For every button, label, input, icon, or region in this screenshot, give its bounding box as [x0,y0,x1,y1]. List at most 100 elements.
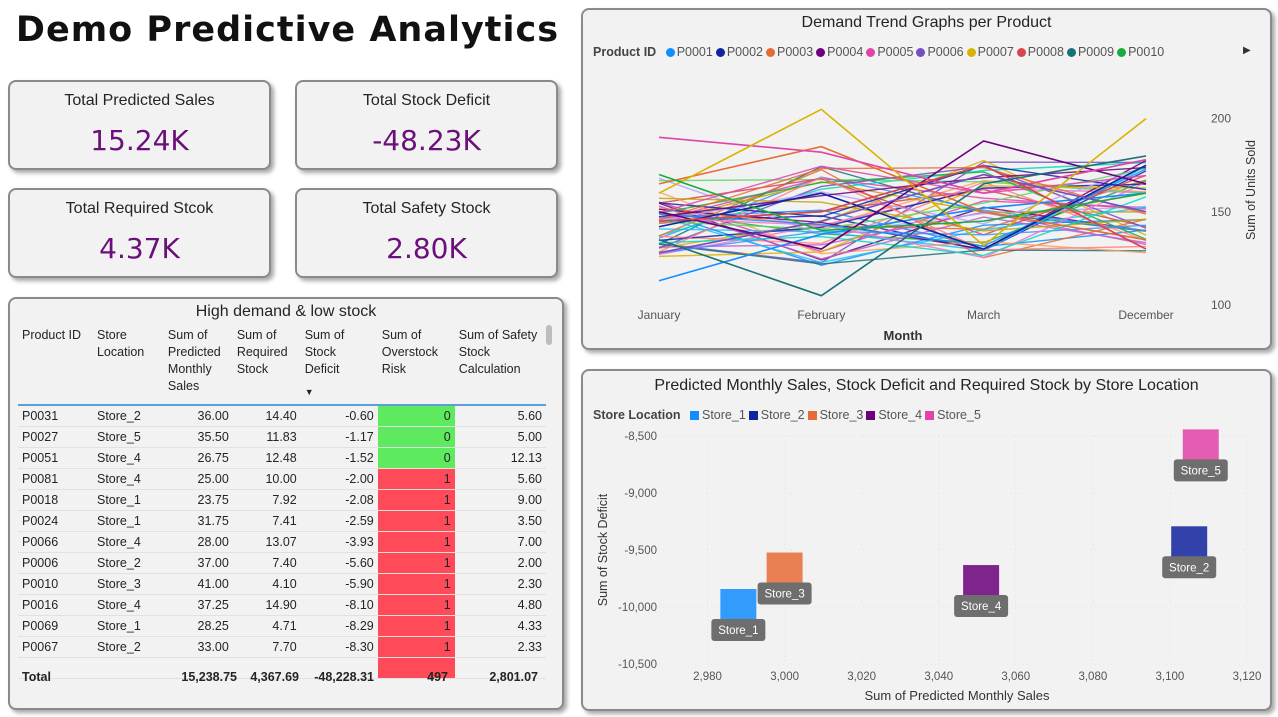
col-header-overstock-risk[interactable]: Sum of Overstock Risk [377,325,455,406]
table-cell: 28.00 [163,531,233,553]
x-tick-label: 3,120 [1233,671,1262,683]
table-row[interactable]: P0051 Store_4 26.75 12.48 -1.52 0 12.13 [18,447,546,469]
legend-next-arrow[interactable]: ▶ [1243,45,1251,56]
table-cell: -0.60 [300,405,378,427]
table-cell: P0067 [18,636,93,658]
line-chart-legend[interactable]: Product ID P0001 P0002 P0003 P0004 P0005 P000… [593,45,1167,59]
table-row[interactable]: P0024 Store_1 31.75 7.41 -2.59 1 3.50 [18,510,546,532]
trend-line-P0006[interactable] [658,173,1147,254]
legend-swatch-icon [916,48,926,58]
legend-item[interactable]: Store_4 [866,408,922,422]
legend-item[interactable]: P0003 [766,45,813,59]
legend-swatch-icon [966,48,976,58]
line-chart-panel-demand-trend[interactable]: Demand Trend Graphs per Product Product … [581,8,1272,350]
table-cell: -1.17 [300,426,378,448]
table-cell: Store_4 [92,468,164,490]
legend-item[interactable]: P0006 [916,45,964,59]
trend-line-P0009[interactable] [658,155,1147,297]
legend-swatch-icon [1117,48,1127,58]
kpi-value: 15.24K [90,124,189,157]
trend-line-extra [658,167,1147,230]
table-cell: 12.13 [454,447,546,469]
table-cell: 4.80 [454,594,546,616]
table-cell: -3.93 [300,531,378,553]
col-header-safety-stock[interactable]: Sum of Safety Stock Calculation [454,325,546,406]
trend-line-P0007[interactable] [658,108,1147,247]
table-cell: Store_5 [92,426,164,448]
table-row[interactable]: P0067 Store_2 33.00 7.70 -8.30 1 2.33 [18,636,546,658]
legend-item[interactable]: P0007 [966,45,1014,59]
table-cell: 33.00 [163,636,233,658]
legend-item[interactable]: P0005 [866,45,913,59]
scatter-marker-store-5[interactable] [1182,429,1219,466]
table-row[interactable]: P0016 Store_4 37.25 14.90 -8.10 1 4.80 [18,594,546,616]
data-label: Store_4 [961,601,1002,613]
table-cell: P0024 [18,510,93,532]
scatter-chart-panel-store-location[interactable]: Predicted Monthly Sales, Stock Deficit a… [581,369,1272,711]
table-scrollbar[interactable] [546,325,552,345]
legend-item[interactable]: Store_2 [748,408,805,422]
table-row[interactable]: P0018 Store_1 23.75 7.92 -2.08 1 9.00 [18,489,546,511]
y-tick-label: 100 [1211,298,1231,312]
table-title: High demand & low stock [195,303,377,320]
table-row[interactable]: P0031 Store_2 36.00 14.40 -0.60 0 5.60 [18,405,546,427]
legend-swatch-icon [925,411,935,421]
kpi-card-total-predicted-sales[interactable]: Total Predicted Sales 15.24K [8,80,271,170]
table-cell: 14.40 [232,405,301,427]
col-header-store-location[interactable]: Store Location [92,325,164,406]
scatter-marker-store-2[interactable] [1171,526,1208,563]
col-header-stock-deficit[interactable]: Sum of Stock Deficit ▼ [300,325,378,406]
legend-item[interactable]: Store_1 [690,408,746,422]
table-row[interactable]: P0069 Store_1 28.25 4.71 -8.29 1 4.33 [18,615,546,637]
col-header-required-stock[interactable]: Sum of Required Stock [232,325,301,406]
table-row[interactable]: P0081 Store_4 25.00 10.00 -2.00 1 5.60 [18,468,546,490]
table-cell: 13.07 [232,531,301,553]
table-cell: 1 [377,510,455,532]
table-cell: 1 [377,615,455,637]
table-cell: P0016 [18,594,93,616]
table-cell: 7.70 [232,636,301,658]
legend-item-label: Store_4 [878,408,923,422]
legend-item-label: Store_2 [760,408,805,422]
table-cell: 0 [377,447,455,469]
scatter-chart-legend[interactable]: Store Location Store_1 Store_2 Store_3 Stor… [593,408,984,422]
legend-item[interactable]: Store_5 [925,408,981,422]
table-scroll-area[interactable]: Product ID Store Location Sum of Predict… [18,325,548,705]
kpi-card-total-required-stock[interactable]: Total Required Stcok 4.37K [8,188,271,278]
table-cell: 1 [377,552,455,574]
scatter-chart-title: Predicted Monthly Sales, Stock Deficit a… [654,377,1199,394]
col-header-product-id[interactable]: Product ID [18,325,93,406]
table-cell: -8.10 [300,594,378,616]
table-cell: 37.25 [163,594,233,616]
table-cell: -1.52 [300,447,378,469]
table-cell [454,657,546,679]
trend-line-P0004[interactable] [658,140,1147,250]
col-header-predicted-sales[interactable]: Sum of Predicted Monthly Sales [163,325,233,406]
legend-item[interactable]: P0010 [1117,45,1164,59]
legend-swatch-icon [807,411,817,421]
trend-line-P0005[interactable] [658,136,1147,195]
trend-line-P0003[interactable] [658,145,1147,241]
table-cell: 12.48 [232,447,301,469]
trend-line-extra [658,211,1147,248]
table-cell: -2.59 [300,510,378,532]
table-row[interactable]: P0006 Store_2 37.00 7.40 -5.60 1 2.00 [18,552,546,574]
legend-item[interactable]: P0009 [1066,45,1114,59]
legend-item[interactable]: P0001 [665,45,713,59]
data-label-bg [711,619,766,641]
table-row[interactable]: P0027 Store_5 35.50 11.83 -1.17 0 5.00 [18,426,546,448]
x-tick-label: 3,000 [770,671,799,683]
legend-item[interactable]: Store_3 [807,408,863,422]
x-tick-label: February [797,308,845,322]
table-row[interactable]: P0066 Store_4 28.00 13.07 -3.93 1 7.00 [18,531,546,553]
trend-line-P0010[interactable] [658,173,1147,232]
kpi-card-total-safety-stock[interactable]: Total Safety Stock 2.80K [295,188,558,278]
table-cell: P0027 [18,426,93,448]
legend-item[interactable]: P0004 [816,45,863,59]
table-panel-high-demand-low-stock[interactable]: High demand & low stock Product ID Store… [8,297,564,710]
legend-item[interactable]: P0008 [1016,45,1064,59]
legend-swatch-icon [665,48,675,58]
legend-item[interactable]: P0002 [715,45,763,59]
kpi-card-total-stock-deficit[interactable]: Total Stock Deficit -48.23K [295,80,558,170]
table-row[interactable]: P0010 Store_3 41.00 4.10 -5.90 1 2.30 [18,573,546,595]
